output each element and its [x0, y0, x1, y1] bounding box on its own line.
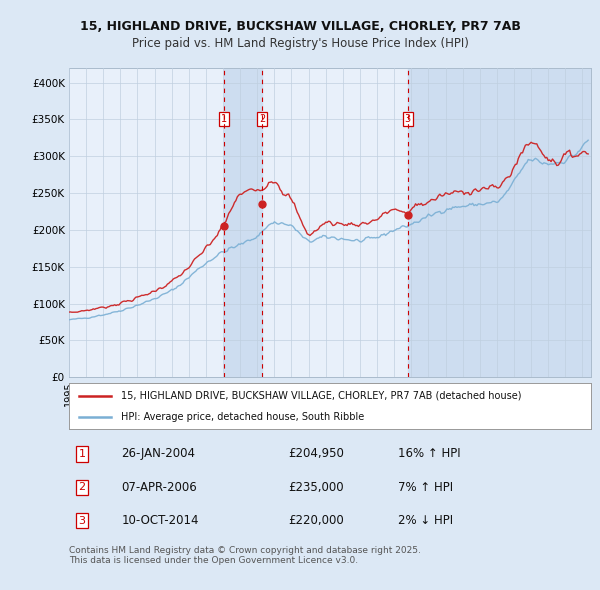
Text: 2% ↓ HPI: 2% ↓ HPI [398, 514, 453, 527]
Text: 16% ↑ HPI: 16% ↑ HPI [398, 447, 460, 460]
Text: £220,000: £220,000 [288, 514, 344, 527]
Text: £235,000: £235,000 [288, 481, 344, 494]
Text: 7% ↑ HPI: 7% ↑ HPI [398, 481, 453, 494]
Text: 26-JAN-2004: 26-JAN-2004 [121, 447, 195, 460]
Bar [407, 68, 591, 378]
Text: HPI: Average price, detached house, South Ribble: HPI: Average price, detached house, Sout… [121, 412, 364, 422]
Text: 10-OCT-2014: 10-OCT-2014 [121, 514, 199, 527]
Text: 2: 2 [79, 483, 86, 492]
Text: 3: 3 [79, 516, 86, 526]
Text: 2: 2 [259, 114, 265, 124]
Text: Price paid vs. HM Land Registry's House Price Index (HPI): Price paid vs. HM Land Registry's House … [131, 37, 469, 50]
Text: £204,950: £204,950 [288, 447, 344, 460]
Text: 1: 1 [221, 114, 227, 124]
Text: 15, HIGHLAND DRIVE, BUCKSHAW VILLAGE, CHORLEY, PR7 7AB: 15, HIGHLAND DRIVE, BUCKSHAW VILLAGE, CH… [80, 20, 520, 33]
Text: 1: 1 [79, 449, 86, 459]
Text: 15, HIGHLAND DRIVE, BUCKSHAW VILLAGE, CHORLEY, PR7 7AB (detached house): 15, HIGHLAND DRIVE, BUCKSHAW VILLAGE, CH… [121, 391, 522, 401]
Bar [224, 68, 262, 378]
Text: 07-APR-2006: 07-APR-2006 [121, 481, 197, 494]
Text: Contains HM Land Registry data © Crown copyright and database right 2025.
This d: Contains HM Land Registry data © Crown c… [69, 546, 421, 565]
Text: 3: 3 [404, 114, 410, 124]
